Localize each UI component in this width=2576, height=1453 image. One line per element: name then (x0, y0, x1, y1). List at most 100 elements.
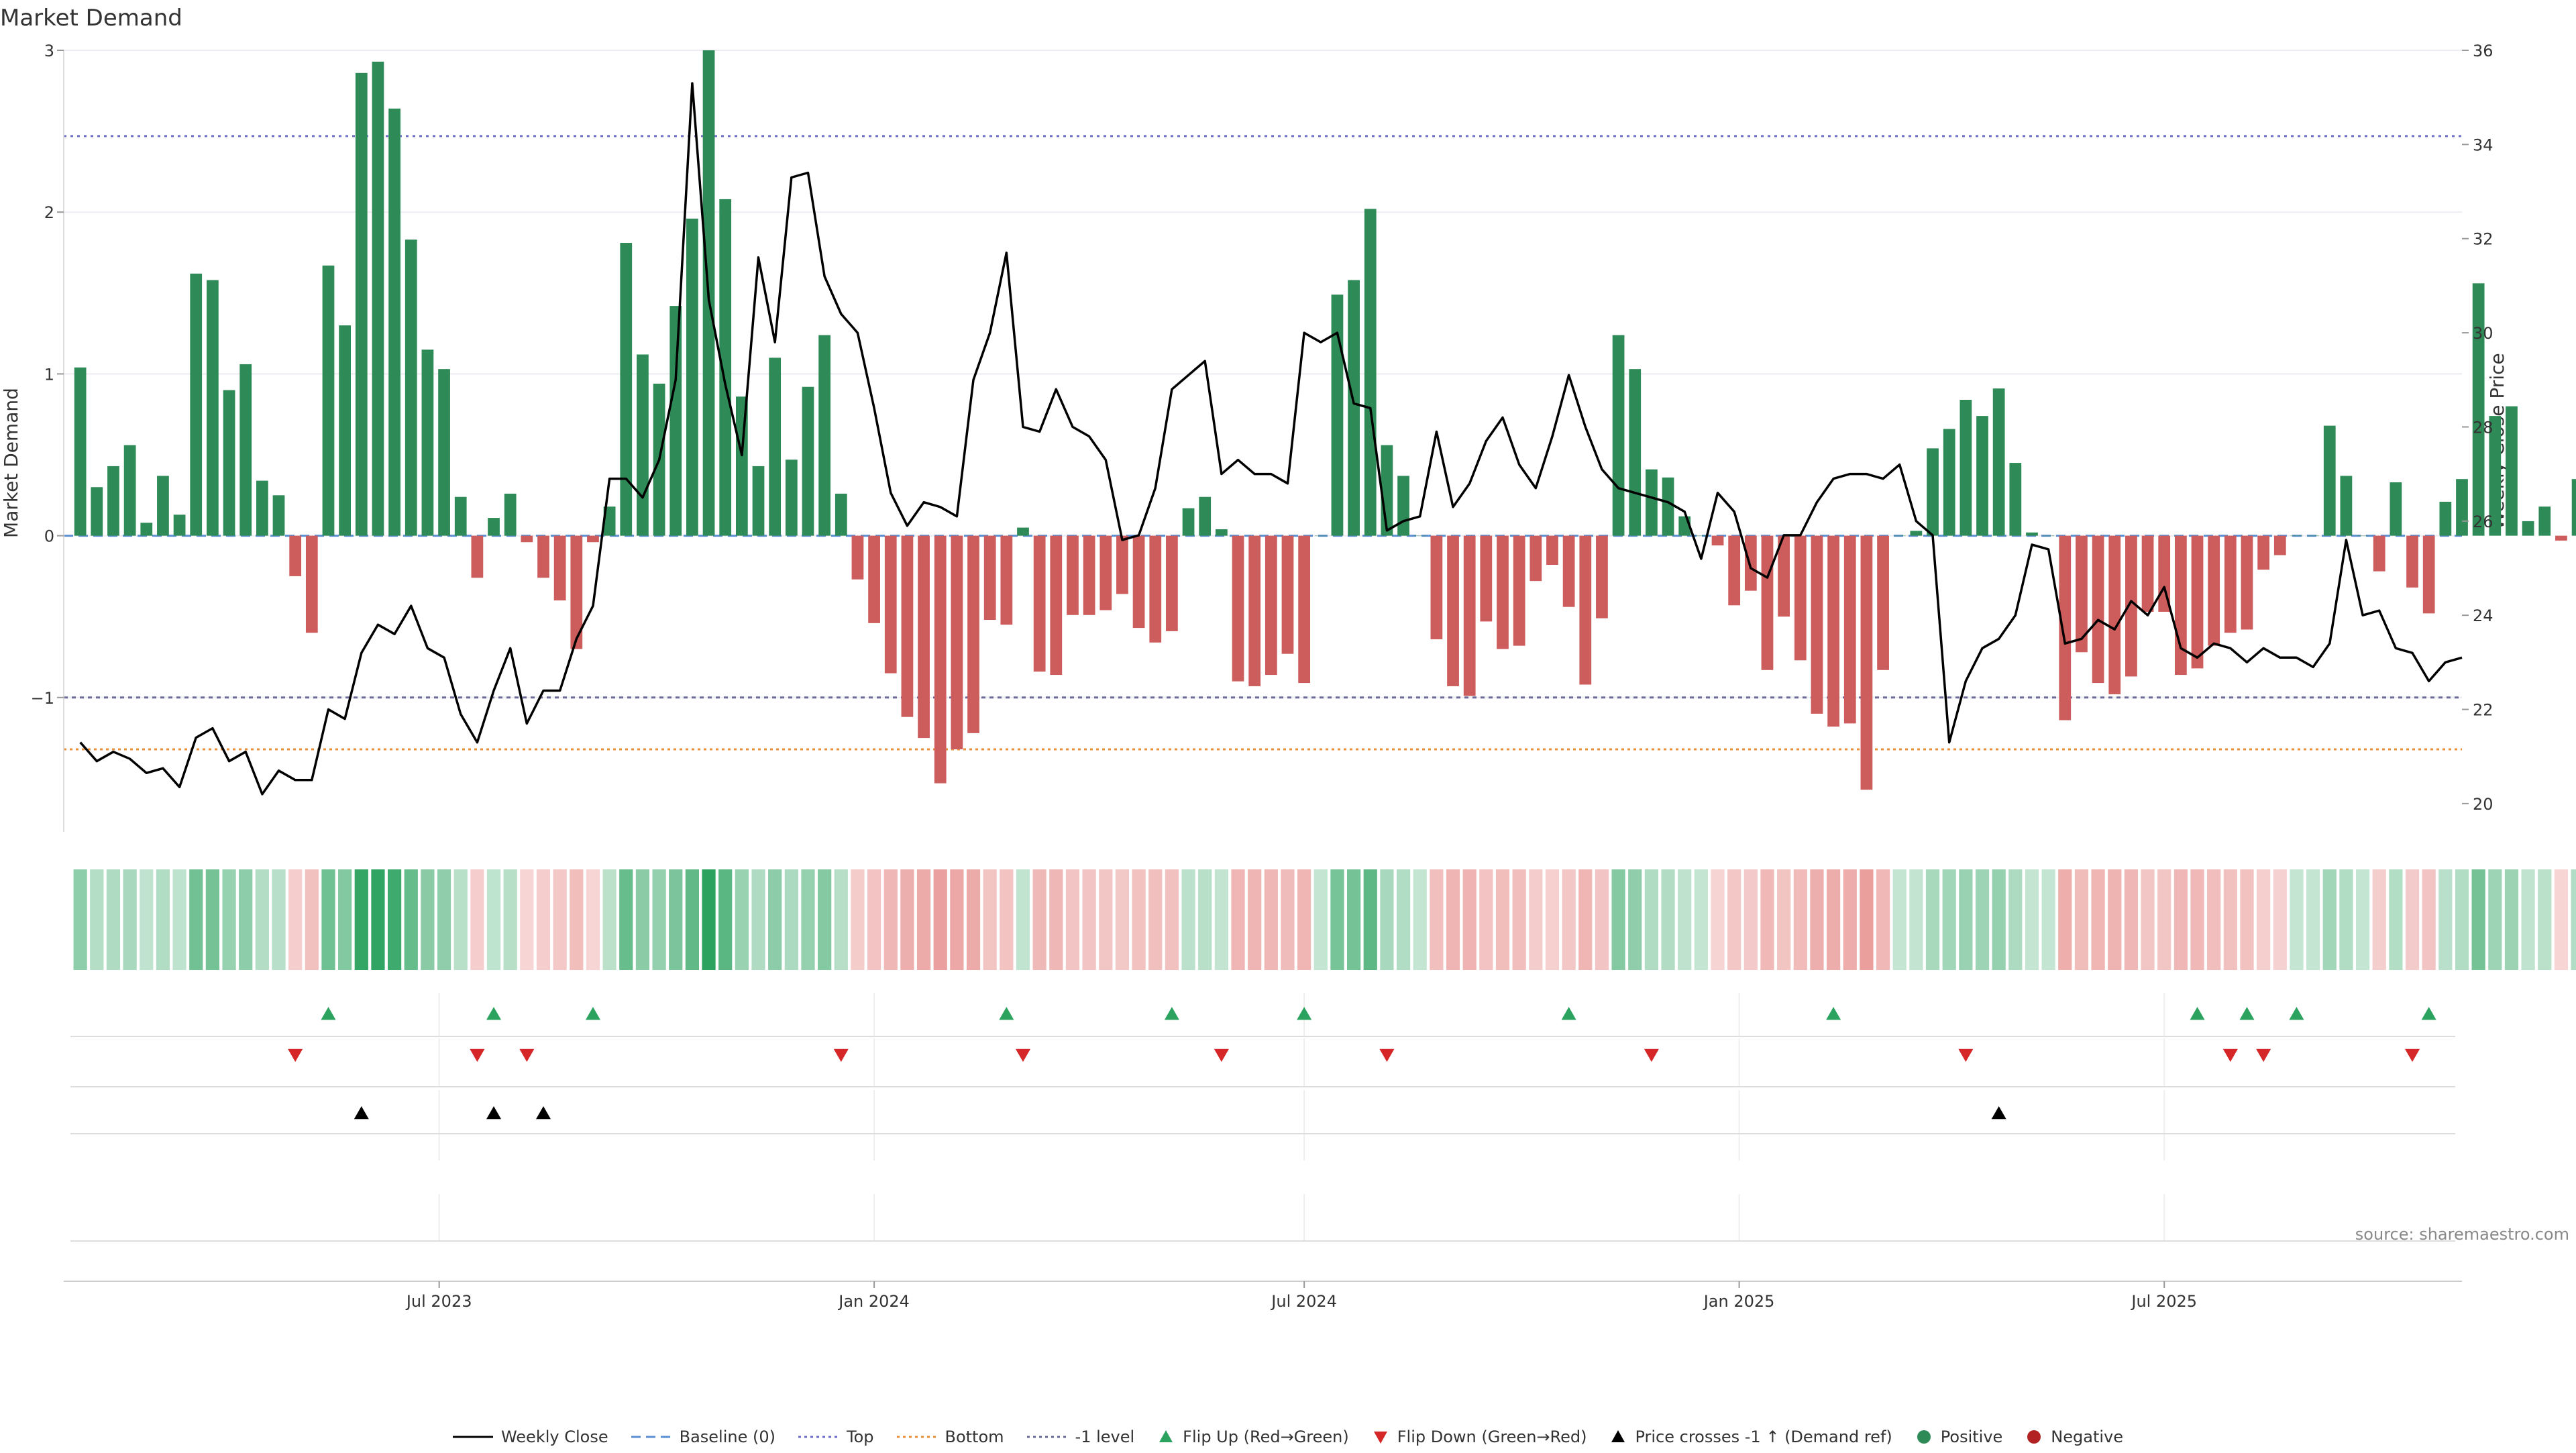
heat-strip-cell (1082, 869, 1096, 970)
heat-strip-cell (1992, 869, 2006, 970)
demand-bar (2009, 463, 2022, 536)
demand-bar (438, 369, 450, 536)
heat-strip-cell (751, 869, 765, 970)
heat-strip-cell (1661, 869, 1675, 970)
heat-strip-cell (255, 869, 269, 970)
demand-bar (835, 493, 847, 536)
y2-tick-label: 30 (2473, 324, 2493, 343)
heat-strip-cell (851, 869, 865, 970)
heat-strip-cell (1099, 869, 1113, 970)
heat-strip-cell (2008, 869, 2023, 970)
heat-strip-cell (1313, 869, 1328, 970)
demand-bar (2522, 521, 2534, 536)
legend-item: Flip Up (Red→Green) (1157, 1428, 1349, 1446)
demand-bar (91, 487, 103, 536)
heat-strip-cell (1198, 869, 1212, 970)
demand-bar (157, 476, 169, 536)
heat-strip-cell (570, 869, 584, 970)
legend-label: Flip Up (Red→Green) (1183, 1428, 1349, 1446)
demand-bar (1017, 527, 1029, 536)
demand-bar (1695, 535, 1707, 537)
demand-bar (1099, 535, 1112, 610)
demand-bar (669, 306, 682, 536)
demand-bar (1050, 535, 1063, 676)
demand-bar (2489, 416, 2502, 536)
heat-strip-cell (272, 869, 286, 970)
heat-strip-cell (834, 869, 848, 970)
demand-bar (1463, 535, 1476, 696)
signal-marker-up (1991, 1106, 2006, 1120)
demand-bar (2406, 535, 2418, 588)
legend-item: Bottom (896, 1428, 1004, 1446)
demand-bar (2456, 479, 2468, 536)
legend-swatch (1917, 1430, 1931, 1444)
demand-bar (1281, 535, 1294, 654)
demand-bar (2141, 535, 2154, 612)
signal-marker-down (833, 1048, 849, 1062)
demand-bar (1166, 535, 1178, 631)
legend-swatch (798, 1436, 839, 1438)
signal-marker-up (2190, 1007, 2205, 1020)
demand-bar (1877, 535, 1889, 670)
heat-strip-cell (1810, 869, 1824, 970)
demand-bar (1827, 535, 1839, 727)
y-tick-label: 3 (44, 42, 54, 60)
demand-bar (1067, 535, 1079, 615)
y2-tick-label: 32 (2473, 230, 2493, 249)
heat-strip-cell (883, 869, 898, 970)
source-note: source: sharemaestro.com (2355, 1225, 2569, 1244)
heat-strip-cell (2108, 869, 2122, 970)
signal-marker-up (354, 1106, 369, 1120)
legend-label: Flip Down (Green→Red) (1397, 1428, 1587, 1446)
signal-marker-down (470, 1048, 485, 1062)
heat-strip-cell (1462, 869, 1477, 970)
heat-strip-cell (2471, 869, 2485, 970)
heat-strip-cell (801, 869, 815, 970)
heat-strip-cell (189, 869, 203, 970)
legend-swatch (1159, 1430, 1173, 1442)
heat-strip-cell (669, 869, 683, 970)
heat-strip-cell (1529, 869, 1543, 970)
heat-strip-cell (1876, 869, 1890, 970)
heat-strip-cell (718, 869, 733, 970)
demand-bar (2307, 535, 2319, 537)
heat-strip-cell (1032, 869, 1046, 970)
signal-marker-down (2222, 1048, 2238, 1062)
demand-bar (2059, 535, 2072, 720)
legend-item: Top (798, 1428, 874, 1446)
signal-marker-up (321, 1007, 336, 1020)
legend-swatch (1373, 1432, 1387, 1444)
demand-bar (570, 535, 583, 649)
heat-strip-cell (2339, 869, 2353, 970)
heat-strip-cell (2207, 869, 2221, 970)
y-tick-label: −1 (31, 689, 54, 708)
heat-strip-cell (2355, 869, 2370, 970)
legend-swatch (452, 1436, 493, 1438)
heat-strip-cell (2290, 869, 2304, 970)
heat-strip-cell (2190, 869, 2204, 970)
demand-bar (239, 364, 252, 536)
demand-bar (1314, 535, 1327, 537)
heat-strip-cell (354, 869, 368, 970)
demand-bar (2373, 535, 2385, 572)
demand-bar (339, 325, 352, 536)
demand-bar (2174, 535, 2187, 676)
x-tick-label: Jul 2023 (405, 1292, 472, 1311)
heat-strip-cell (1826, 869, 1841, 970)
demand-bar (1728, 535, 1741, 606)
heat-strip-cell (768, 869, 782, 970)
heat-strip-cell (602, 869, 616, 970)
heat-strip-cell (635, 869, 650, 970)
heat-strip-cell (536, 869, 551, 970)
demand-bar (1149, 535, 1162, 643)
heat-strip-cell (1595, 869, 1609, 970)
legend-item: Price crosses -1 ↑ (Demand ref) (1609, 1428, 1892, 1446)
heat-strip-cell (702, 869, 716, 970)
heat-strip-cell (2058, 869, 2072, 970)
demand-bar (1497, 535, 1509, 649)
demand-bar (1364, 209, 1377, 536)
weekly-close-line (79, 82, 2463, 796)
heat-strip-cell (1694, 869, 1708, 970)
heat-strip-cell (387, 869, 402, 970)
demand-bar (2390, 482, 2402, 536)
